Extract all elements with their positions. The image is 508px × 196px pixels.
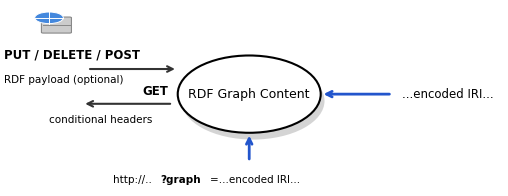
Ellipse shape — [178, 55, 321, 133]
Text: RDF payload (optional): RDF payload (optional) — [4, 75, 123, 85]
Text: http://..: http://.. — [113, 175, 152, 185]
Text: ?graph: ?graph — [161, 175, 201, 185]
Text: conditional headers: conditional headers — [49, 115, 152, 125]
Ellipse shape — [181, 62, 325, 140]
Circle shape — [35, 12, 64, 24]
Text: RDF Graph Content: RDF Graph Content — [188, 88, 310, 101]
FancyBboxPatch shape — [42, 17, 72, 33]
Text: PUT / DELETE / POST: PUT / DELETE / POST — [4, 48, 140, 61]
Text: GET: GET — [142, 85, 168, 98]
Text: =...encoded IRI...: =...encoded IRI... — [210, 175, 300, 185]
Text: ...encoded IRI...: ...encoded IRI... — [402, 88, 493, 101]
